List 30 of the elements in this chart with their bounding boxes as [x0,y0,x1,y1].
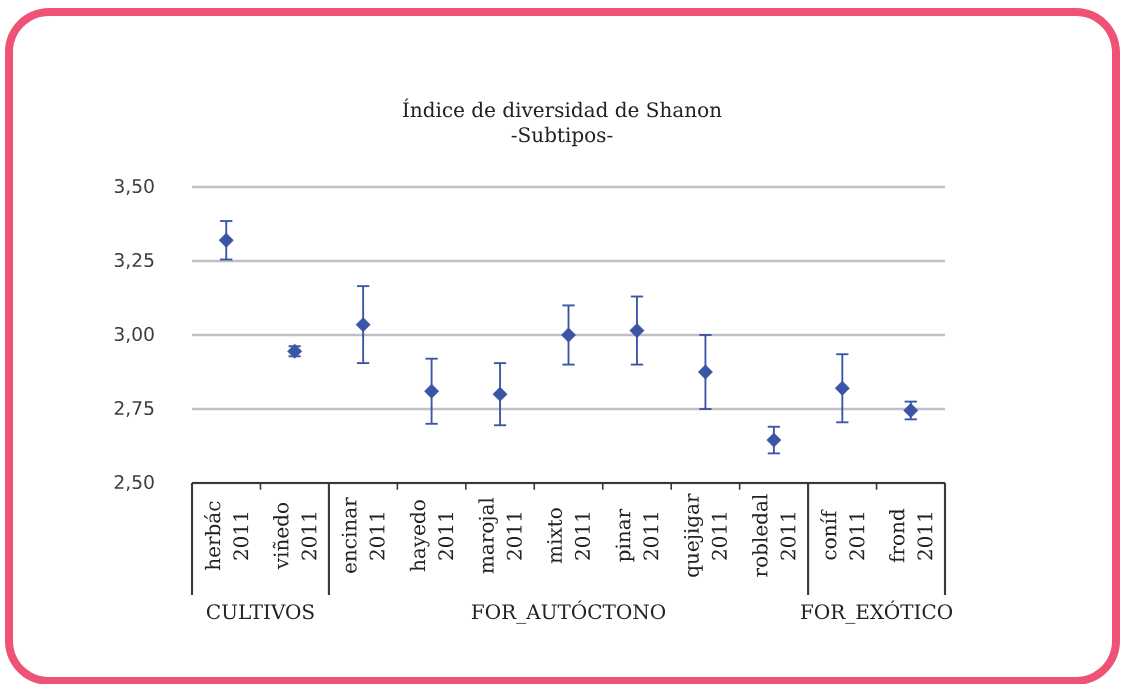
point [834,380,850,396]
y-tick-label: 2,75 [114,400,154,418]
point [629,323,645,338]
point [355,317,371,333]
x-tick-label: herbác 2011 [204,501,249,570]
point [218,232,234,248]
y-tick-label: 3,00 [114,326,154,344]
x-tick-label: encinar 2011 [341,497,385,573]
x-tick-label: frond 2011 [889,508,933,563]
text: CULTIVOS [206,604,314,620]
point [561,327,576,343]
point [492,386,508,402]
point [424,383,440,399]
x-tick-label: robledal 2011 [752,494,796,577]
chart-title: Índice de diversidad de Shanon [403,98,722,118]
y-tick-label: 3,50 [114,178,154,196]
x-tick-label: marojal 2011 [478,497,522,574]
y-tick-label: 2,50 [114,474,154,492]
x-tick-label: viñedo 2011 [272,503,317,570]
point [766,432,782,448]
x-tick-label: pinar 2011 [615,508,659,562]
x-tick-label: quejigar 2011 [683,493,727,577]
x-tick-label: mixto 2011 [547,508,591,564]
text: FOR_EXÓTICO [801,600,953,624]
chart-subtitle: -Subtipos- [511,126,613,147]
x-tick-label: coníf 2011 [820,509,865,560]
point [697,364,713,380]
x-tick-label: hayedo 2011 [409,500,454,572]
y-tick-label: 3,25 [114,252,154,270]
text: FOR_AUTÓCTONO [471,600,666,624]
